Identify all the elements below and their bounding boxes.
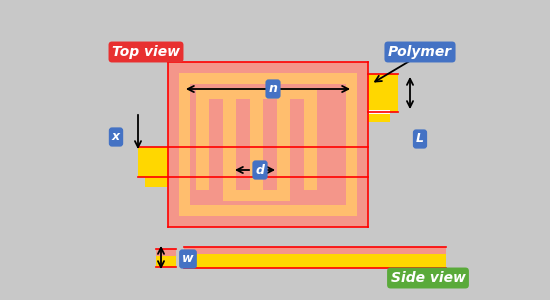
Text: Top view: Top view	[112, 45, 180, 59]
Text: x: x	[112, 130, 120, 143]
Bar	[190, 84, 346, 205]
Bar	[223, 88, 236, 190]
Bar	[368, 112, 390, 122]
Text: Polymer: Polymer	[388, 45, 452, 59]
Bar	[196, 88, 317, 99]
Bar	[145, 177, 168, 187]
Bar	[304, 99, 317, 190]
Bar	[196, 99, 209, 190]
Bar	[168, 62, 368, 227]
Text: L: L	[416, 133, 424, 146]
Bar	[250, 99, 263, 190]
Bar	[369, 110, 390, 114]
Bar	[138, 147, 168, 177]
Bar	[156, 249, 176, 256]
Text: n: n	[268, 82, 277, 95]
Bar	[277, 88, 290, 190]
Bar	[184, 247, 446, 254]
Text: Side view: Side view	[390, 271, 465, 285]
Text: w: w	[182, 253, 194, 266]
Bar	[179, 73, 357, 216]
Bar	[156, 249, 176, 267]
Bar	[184, 254, 446, 268]
Bar	[223, 190, 290, 201]
Bar	[368, 74, 398, 112]
Text: d: d	[256, 164, 265, 176]
